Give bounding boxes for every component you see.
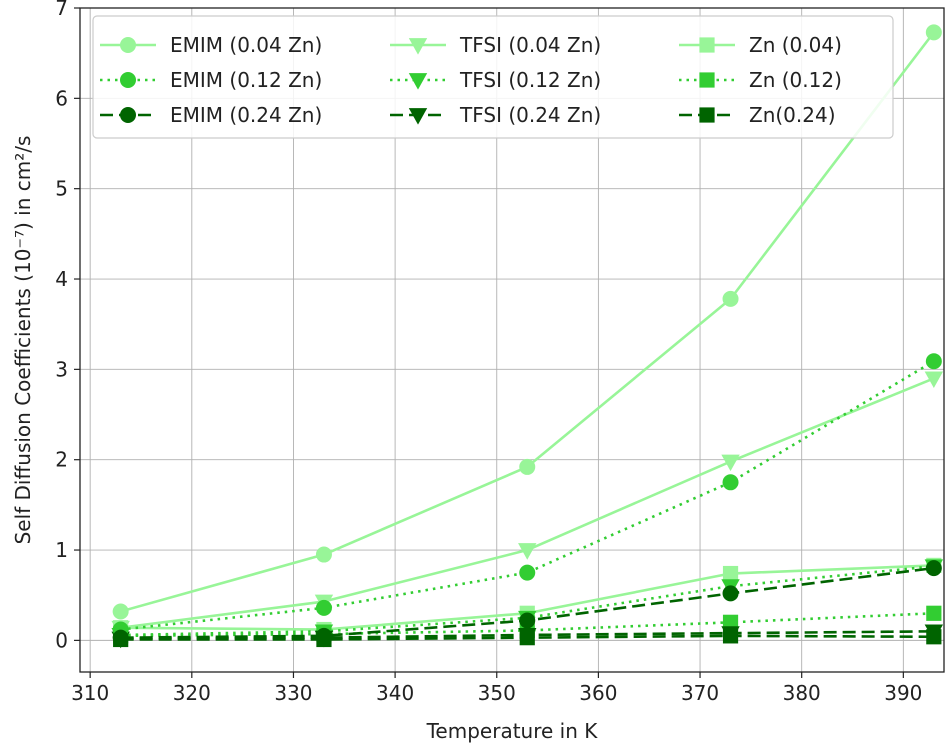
ticks: 310 320 330 340 350 360 370 380 390 0 1 2 3 4 5 6 7 [55, 0, 922, 705]
legend-entry-7: Zn (0.04) [679, 33, 842, 57]
series-1 [112, 24, 942, 620]
legend-marker [120, 37, 136, 53]
y-tick-label: 3 [55, 357, 68, 381]
x-tick-label: 380 [783, 681, 821, 705]
legend-label: TFSI (0.04 Zn) [459, 33, 601, 57]
series-2 [112, 353, 942, 638]
legend-marker [699, 107, 715, 123]
legend-marker [699, 72, 715, 88]
data-point [925, 560, 942, 577]
legend-entry-8: Zn (0.12) [679, 68, 842, 92]
data-point [924, 371, 944, 389]
data-point [722, 290, 739, 307]
legend-label: Zn (0.04) [749, 33, 842, 57]
y-tick-label: 5 [55, 177, 68, 201]
legend-label: TFSI (0.24 Zn) [459, 103, 601, 127]
series-3 [112, 560, 942, 646]
y-tick-label: 4 [55, 267, 68, 291]
legend-label: EMIM (0.12 Zn) [170, 68, 322, 92]
data-point [722, 585, 739, 602]
data-point [315, 546, 332, 563]
data-point [519, 612, 536, 629]
data-point [926, 605, 942, 621]
legend-marker [408, 73, 428, 90]
y-tick-label: 6 [55, 86, 68, 110]
legend-marker [699, 37, 715, 53]
legend-label: Zn (0.12) [749, 68, 842, 92]
legend-entry-9: Zn(0.24) [679, 103, 836, 127]
legend-marker [120, 107, 136, 123]
legend-marker [408, 38, 428, 55]
legend-label: EMIM (0.04 Zn) [170, 33, 322, 57]
data-point [112, 603, 129, 620]
data-point [518, 543, 537, 560]
legend-label: EMIM (0.24 Zn) [170, 103, 322, 127]
plot-frame [79, 7, 945, 673]
legend-entry-2: EMIM (0.12 Zn) [100, 68, 322, 92]
x-tick-label: 340 [376, 681, 414, 705]
y-tick-label: 2 [55, 448, 68, 472]
legend-entry-3: EMIM (0.24 Zn) [100, 103, 322, 127]
x-tick-label: 360 [579, 681, 617, 705]
data-point [722, 614, 739, 630]
legend-entry-5: TFSI (0.12 Zn) [390, 68, 601, 92]
data-point [315, 599, 332, 616]
legend-marker [408, 108, 428, 125]
legend-marker [120, 72, 136, 88]
x-tick-label: 330 [274, 681, 312, 705]
x-tick-label: 390 [884, 681, 922, 705]
data-point [519, 458, 536, 475]
data-point [112, 629, 129, 646]
legend-entry-4: TFSI (0.04 Zn) [390, 33, 601, 57]
series-line [120, 360, 935, 631]
legend-entry-1: EMIM (0.04 Zn) [100, 33, 322, 57]
data-point [925, 353, 942, 370]
legend-entry-6: TFSI (0.24 Zn) [390, 103, 601, 127]
legend-box [92, 15, 894, 139]
x-tick-label: 320 [173, 681, 211, 705]
y-tick-label: 1 [55, 538, 68, 562]
data-point [722, 565, 739, 582]
y-tick-label: 0 [55, 628, 68, 652]
x-tick-label: 350 [478, 681, 516, 705]
data-point [722, 474, 739, 491]
data-point [721, 454, 740, 472]
x-axis-label: Temperature in K [426, 719, 599, 743]
x-tick-label: 370 [681, 681, 719, 705]
y-axis-label: Self Diffusion Coefficients (10⁻⁷) in cm… [11, 136, 35, 545]
legend-label: Zn(0.24) [749, 103, 836, 127]
data-point [315, 627, 332, 644]
legend: EMIM (0.04 Zn) EMIM (0.12 Zn) EMIM (0.24 Z… [92, 15, 894, 139]
data-point [924, 624, 944, 642]
x-tick-label: 310 [71, 681, 109, 705]
data-point [925, 24, 942, 41]
series-layer [111, 24, 944, 649]
y-tick-label: 7 [55, 0, 68, 20]
data-point [518, 628, 537, 645]
data-point [519, 564, 536, 581]
legend-label: TFSI (0.12 Zn) [459, 68, 601, 92]
data-point [721, 626, 740, 643]
